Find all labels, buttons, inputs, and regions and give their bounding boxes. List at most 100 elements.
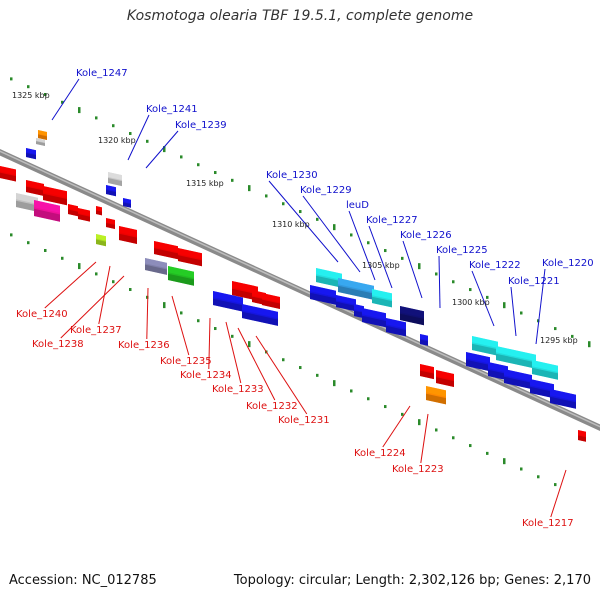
reverse-gene-label: Kole_1233 — [212, 384, 264, 395]
connector-line — [60, 275, 125, 339]
kbp-label: 1305 kbp — [362, 261, 400, 270]
reverse-gene-feature — [108, 172, 122, 187]
gene-shadow — [96, 210, 102, 216]
tick-mark-lower — [231, 334, 234, 338]
connector-line — [420, 413, 429, 464]
gene-shadow — [436, 377, 454, 387]
gene-shadow — [43, 193, 67, 206]
tick-mark-lower — [520, 467, 523, 471]
gene-shadow — [488, 369, 508, 381]
tick-mark-upper — [129, 132, 132, 136]
gene-shadow — [466, 359, 490, 372]
tick-mark-lower — [112, 280, 115, 284]
map-title: Kosmotoga olearia TBF 19.5.1, complete g… — [126, 8, 474, 24]
tick-mark-upper — [282, 202, 285, 206]
gene-shadow — [38, 134, 47, 140]
gene-shadow — [96, 239, 106, 247]
forward-gene-feature — [123, 198, 131, 208]
connector-line — [550, 469, 567, 518]
gene-highlight — [504, 369, 532, 382]
gene-shadow — [106, 189, 116, 197]
gene-highlight — [96, 206, 102, 211]
connector-line — [348, 210, 376, 281]
gene-highlight — [466, 352, 490, 364]
gene-highlight — [119, 226, 137, 237]
connector-line — [510, 286, 517, 337]
gene-highlight — [26, 180, 44, 190]
gene-shadow — [362, 315, 386, 328]
gene-highlight — [123, 198, 131, 204]
gene-highlight — [336, 295, 356, 305]
connector-line — [225, 321, 242, 384]
gene-highlight — [0, 166, 16, 175]
forward-gene-feature — [532, 360, 558, 380]
reverse-gene-feature — [0, 166, 16, 182]
gene-highlight — [578, 430, 586, 437]
reverse-gene-feature — [16, 193, 38, 212]
tick-mark-upper — [554, 327, 557, 331]
tick-mark-lower — [486, 451, 489, 455]
reverse-gene-feature — [426, 386, 446, 405]
tick-mark-lower — [503, 458, 506, 465]
label-connectors — [44, 78, 567, 518]
connector-line — [145, 130, 179, 169]
gene-highlight — [232, 281, 258, 294]
reverse-gene-feature — [420, 364, 434, 380]
genome-backbone-highlight — [0, 150, 600, 428]
forward-gene-feature — [26, 148, 36, 160]
tick-mark-upper — [316, 217, 319, 221]
reverse-gene-feature — [168, 266, 194, 286]
gene-shadow — [420, 370, 434, 380]
forward-gene-feature — [213, 291, 243, 312]
reverse-gene-feature — [36, 138, 45, 146]
gene-shadow — [372, 296, 392, 308]
tick-mark-lower — [78, 263, 81, 270]
tick-mark-upper — [367, 241, 370, 245]
reverse-gene-label: Kole_1238 — [32, 339, 84, 350]
forward-gene-feature — [550, 389, 576, 409]
tick-mark-upper — [44, 92, 47, 96]
reverse-gene-label: Kole_1236 — [118, 340, 170, 351]
gene-shadow — [338, 285, 374, 300]
reverse-gene-feature — [232, 281, 258, 301]
tick-mark-lower — [418, 419, 421, 426]
gene-shadow — [108, 178, 122, 187]
tick-mark-upper — [10, 77, 13, 81]
tick-mark-upper — [61, 100, 64, 104]
gene-highlight — [78, 208, 90, 216]
tick-mark-lower — [27, 241, 30, 245]
gene-highlight — [420, 334, 428, 341]
tick-mark-lower — [95, 272, 98, 276]
forward-gene-label: Kole_1230 — [266, 170, 318, 181]
gene-highlight — [420, 364, 434, 373]
gene-shadow — [336, 301, 356, 312]
reverse-gene-label: Kole_1240 — [16, 309, 68, 320]
tick-mark-upper — [231, 178, 234, 182]
tick-mark-upper — [435, 272, 438, 276]
gene-shadow — [0, 172, 16, 182]
forward-gene-feature — [472, 336, 498, 356]
reverse-gene-feature — [26, 180, 44, 196]
tick-mark-lower — [401, 412, 404, 416]
gene-shadow — [36, 141, 45, 146]
gene-shadow — [16, 200, 38, 212]
tick-mark-lower — [384, 405, 387, 409]
forward-gene-label: Kole_1221 — [508, 276, 560, 287]
reverse-gene-label: Kole_1231 — [278, 415, 330, 426]
tick-mark-upper — [78, 107, 81, 114]
gene-highlight — [262, 293, 280, 303]
gene-shadow — [78, 214, 90, 222]
kbp-label: 1300 kbp — [452, 298, 490, 307]
connector-line — [402, 240, 423, 299]
gene-highlight — [43, 186, 67, 198]
forward-gene-label: Kole_1239 — [175, 120, 227, 131]
gene-highlight — [488, 362, 508, 373]
tick-mark-upper — [163, 146, 166, 153]
gene-shadow — [472, 343, 498, 356]
tick-mark-lower — [554, 483, 557, 487]
forward-gene-feature — [386, 318, 406, 337]
gene-shadow — [578, 435, 586, 442]
forward-gene-feature — [336, 295, 356, 312]
tick-mark-upper — [503, 302, 506, 309]
